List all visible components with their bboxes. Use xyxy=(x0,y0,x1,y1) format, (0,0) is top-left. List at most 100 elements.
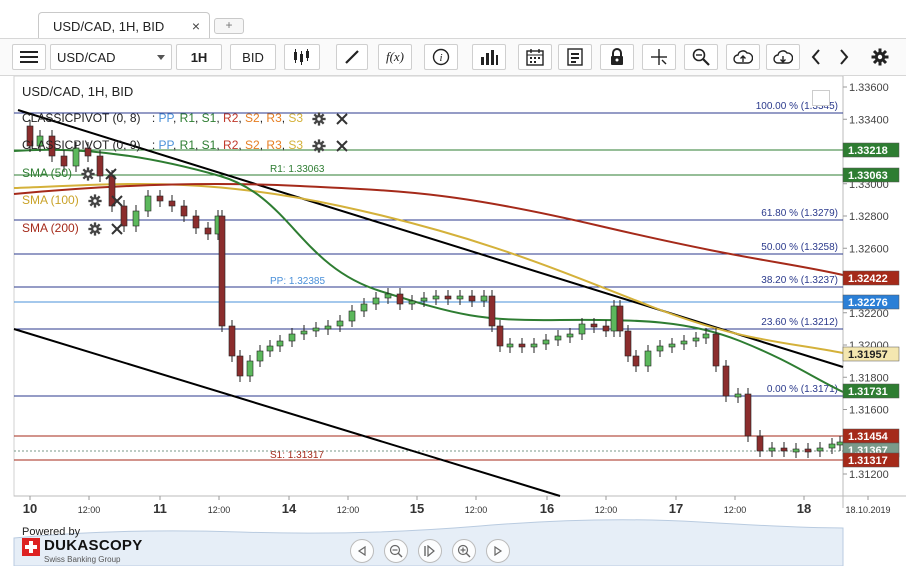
lock-button[interactable] xyxy=(600,44,634,70)
settings-gear-icon[interactable] xyxy=(312,139,327,153)
candle-body xyxy=(456,295,464,300)
chart-tab[interactable]: USD/CAD, 1H, BID × xyxy=(38,12,210,38)
legend-label: CLASSICPIVOT (0, 8) xyxy=(22,111,141,125)
drawing-button[interactable] xyxy=(336,44,368,70)
price-tick-label: 1.32600 xyxy=(849,243,889,255)
expand-icon[interactable] xyxy=(812,90,830,106)
menu-button[interactable] xyxy=(12,44,46,70)
cloud-download-button[interactable] xyxy=(766,44,800,70)
legend-tag-s2: S2 xyxy=(245,138,260,152)
instrument-select[interactable]: USD/CAD xyxy=(50,44,172,70)
svg-text:i: i xyxy=(439,52,442,64)
period-button[interactable]: 1H xyxy=(176,44,222,70)
legend-tag-s3: S3 xyxy=(288,138,304,152)
candle-body xyxy=(610,305,618,332)
candle-body xyxy=(668,343,676,348)
side-button[interactable]: BID xyxy=(230,44,276,70)
candle-body xyxy=(644,350,652,367)
period-label: 1H xyxy=(190,49,208,65)
candle-body xyxy=(266,345,274,352)
info-button[interactable]: i xyxy=(424,44,458,70)
candle-body xyxy=(836,441,844,446)
price-tag-bg xyxy=(842,452,900,468)
legend-tag-s2: S2 xyxy=(245,111,260,125)
candle-body xyxy=(204,227,212,235)
price-tag-value: 1.32422 xyxy=(848,273,888,285)
close-icon[interactable] xyxy=(104,168,117,180)
time-tick-label: 12:00 xyxy=(208,505,231,515)
candle-type-button[interactable] xyxy=(284,44,320,70)
candle-body xyxy=(36,135,44,147)
settings-gear-icon xyxy=(871,48,889,66)
legend-sma-100: SMA (100) xyxy=(22,193,124,208)
candle-body xyxy=(156,195,164,202)
time-tick-label: 14 xyxy=(282,501,297,516)
time-tick-label: 18 xyxy=(797,501,811,516)
zoom-out-icon xyxy=(389,544,403,558)
close-icon[interactable] xyxy=(111,195,124,207)
close-icon[interactable] xyxy=(336,113,348,125)
legend-label: CLASSICPIVOT (0, 9) xyxy=(22,138,141,152)
fib-level-label: 38.20 % (1.3237) xyxy=(761,275,838,286)
fib-level-label: 100.00 % (1.3345) xyxy=(756,101,838,112)
candle-type-icon xyxy=(294,49,309,65)
candle-body xyxy=(828,443,836,449)
candle-body xyxy=(468,295,476,302)
zoom-out-button[interactable] xyxy=(384,539,408,563)
settings-gear-icon[interactable] xyxy=(81,167,95,181)
brand-subtitle: Swiss Banking Group xyxy=(44,555,121,564)
settings-gear-icon[interactable] xyxy=(88,194,102,208)
settings-button[interactable] xyxy=(866,44,894,70)
arrow-left-icon xyxy=(811,49,820,65)
chart-header: USD/CAD, 1H, BID xyxy=(22,84,134,99)
candle-body xyxy=(72,147,80,167)
scroll-left-button[interactable] xyxy=(804,44,828,70)
settings-gear-icon[interactable] xyxy=(312,112,327,126)
candle-body xyxy=(488,295,496,327)
trend-line-lower xyxy=(13,328,561,497)
settings-gear-icon[interactable] xyxy=(88,222,102,236)
report-button[interactable] xyxy=(558,44,592,70)
brand-name: DUKASCOPY xyxy=(44,537,143,554)
candle-body xyxy=(276,340,284,347)
indicators-button[interactable] xyxy=(472,44,506,70)
zoom-in-button[interactable] xyxy=(452,539,476,563)
candle-body xyxy=(816,447,824,452)
legend-sma-200: SMA (200) xyxy=(22,221,124,236)
candle-body xyxy=(300,330,308,335)
zoom-button[interactable] xyxy=(684,44,718,70)
close-icon[interactable] xyxy=(336,140,348,152)
pivot-pp-label: PP: 1.32385 xyxy=(270,276,325,287)
candle-body xyxy=(236,355,244,377)
candle-body xyxy=(590,323,598,328)
cloud-upload-button[interactable] xyxy=(726,44,760,70)
reset-view-button[interactable] xyxy=(418,539,442,563)
pan-left-button[interactable] xyxy=(350,539,374,563)
time-tick-label: 12:00 xyxy=(595,505,618,515)
pan-right-button[interactable] xyxy=(486,539,510,563)
candle-body xyxy=(680,340,688,345)
price-chart[interactable]: 1.336001.334001.332001.330001.328001.326… xyxy=(0,76,906,566)
candle-body xyxy=(408,300,416,305)
new-tab-button[interactable]: + xyxy=(214,18,244,34)
fib-level-label: 61.80 % (1.3279) xyxy=(761,208,838,219)
candle-body xyxy=(324,325,332,330)
menu-icon xyxy=(20,51,38,63)
chart-canvas[interactable]: 1.336001.334001.332001.330001.328001.326… xyxy=(0,76,906,566)
close-icon[interactable] xyxy=(111,223,124,235)
calendar-button[interactable] xyxy=(518,44,552,70)
crosshair-button[interactable] xyxy=(642,44,676,70)
legend-tag-r1: R1 xyxy=(179,111,195,125)
close-icon[interactable]: × xyxy=(191,18,200,34)
price-tag-bg xyxy=(842,383,900,399)
candle-body xyxy=(780,447,788,452)
cloud-download-icon xyxy=(773,50,793,64)
time-tick-label: 12:00 xyxy=(337,505,360,515)
price-tag-value: 1.31731 xyxy=(848,386,888,398)
candle-body xyxy=(180,205,188,217)
plot-area xyxy=(13,76,844,497)
functions-button[interactable]: f(x) xyxy=(378,44,412,70)
scroll-right-button[interactable] xyxy=(832,44,856,70)
sma-50-line xyxy=(13,148,844,393)
legend-label: SMA (50) xyxy=(22,166,73,180)
